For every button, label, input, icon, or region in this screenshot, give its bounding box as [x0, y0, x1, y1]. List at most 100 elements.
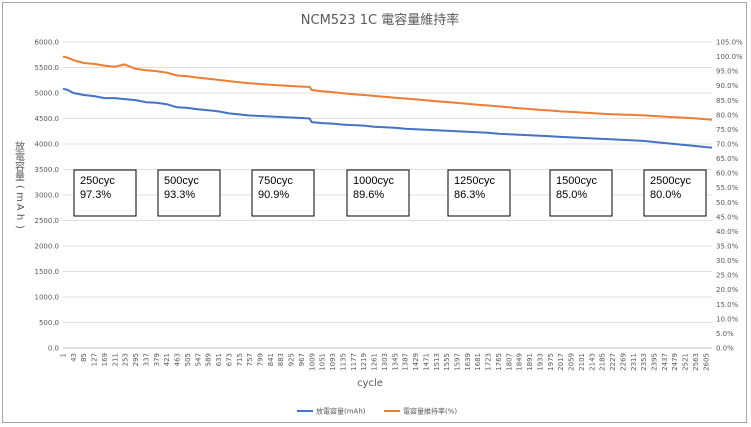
- x-tick-label: 1429: [412, 353, 420, 371]
- x-tick-label: 1723: [485, 353, 493, 371]
- annotation-value: 86.3%: [454, 189, 485, 201]
- left-tick-label: 3500.0: [35, 166, 60, 174]
- x-tick-label: 127: [91, 353, 99, 366]
- annotation-value: 85.0%: [556, 189, 587, 201]
- right-tick-label: 95.0%: [716, 68, 739, 76]
- left-tick-label: 3000.0: [35, 192, 60, 200]
- legend-label: 放電容量(mAh): [316, 407, 366, 416]
- x-tick-label: 2017: [557, 353, 565, 371]
- x-tick-label: 253: [122, 353, 130, 366]
- x-tick-label: 1471: [422, 353, 430, 371]
- left-tick-label: 500.0: [39, 319, 59, 327]
- x-tick-label: 1219: [360, 353, 368, 371]
- right-tick-label: 10.0%: [716, 315, 739, 323]
- x-tick-label: 1345: [391, 353, 399, 371]
- x-tick-label: 715: [236, 353, 244, 366]
- x-tick-label: 1807: [505, 353, 513, 371]
- right-tick-label: 45.0%: [716, 213, 739, 221]
- right-tick-label: 40.0%: [716, 228, 739, 236]
- x-tick-label: 1135: [339, 353, 347, 371]
- series-line-1: [62, 55, 713, 121]
- series-line-0: [62, 87, 713, 149]
- x-tick-label: 379: [153, 353, 161, 366]
- annotation-value: 97.3%: [80, 189, 111, 201]
- x-tick-label: 1387: [402, 353, 410, 371]
- x-tick-label: 883: [277, 353, 285, 366]
- x-tick-label: 2185: [599, 353, 607, 371]
- right-tick-label: 65.0%: [716, 155, 739, 163]
- x-tick-label: 1975: [547, 353, 555, 371]
- legend-entry: 放電容量(mAh): [297, 407, 366, 416]
- annotation-border: [643, 169, 707, 217]
- y-axis-label-char: (: [14, 185, 25, 189]
- right-tick-label: 100.0%: [716, 53, 743, 61]
- x-tick-label: 2395: [650, 353, 658, 371]
- x-tick-label: 757: [246, 353, 254, 366]
- y-axis-label-char: 電: [15, 151, 25, 163]
- x-tick-label: 1177: [350, 353, 358, 371]
- x-tick-label: 1765: [495, 353, 503, 371]
- left-tick-label: 5500.0: [35, 64, 60, 72]
- annotation-boxes: 250cyc 97.3% 500cyc 93.3% 750cyc 90.9% 1000cyc…: [73, 169, 707, 217]
- x-tick-label: 2353: [640, 353, 648, 371]
- right-tick-label: 15.0%: [716, 301, 739, 309]
- right-tick-label: 70.0%: [716, 141, 739, 149]
- x-tick-label: 421: [163, 353, 171, 366]
- annotation-border: [549, 169, 613, 217]
- x-tick-label: 2437: [661, 353, 669, 371]
- left-tick-label: 4500.0: [35, 115, 60, 123]
- annotation-value: 80.0%: [650, 189, 681, 201]
- right-tick-label: 80.0%: [716, 111, 739, 119]
- right-axis-ticks: 0.0% 5.0% 10.0% 15.0% 20.0% 25.0% 30.0% 35.0% 40…: [716, 39, 743, 353]
- annotation-cycle: 2500cyc: [650, 175, 691, 187]
- right-tick-label: 0.0%: [716, 345, 734, 353]
- right-tick-label: 35.0%: [716, 243, 739, 251]
- right-tick-label: 30.0%: [716, 257, 739, 265]
- x-tick-label: 295: [132, 353, 140, 366]
- x-tick-label: 2101: [578, 353, 586, 371]
- x-axis-label: cycle: [357, 378, 383, 389]
- annotation-box: 500cyc 93.3%: [157, 169, 221, 217]
- right-tick-label: 25.0%: [716, 272, 739, 280]
- annotation-border: [157, 169, 221, 217]
- x-tick-label: 841: [267, 353, 275, 366]
- legend-entry: 電容量維持率(%): [384, 407, 457, 416]
- x-tick-label: 169: [101, 353, 109, 366]
- chart-title: NCM523 1C 電容量維持率: [301, 12, 459, 28]
- left-tick-label: 0.0: [48, 345, 59, 353]
- right-tick-label: 5.0%: [716, 330, 734, 338]
- x-tick-label: 1093: [329, 353, 337, 371]
- x-tick-label: 2059: [568, 353, 576, 371]
- annotation-cycle: 500cyc: [164, 175, 199, 187]
- x-tick-label: 1261: [371, 353, 379, 371]
- series-lines: [62, 55, 713, 149]
- y-axis-label-char: m: [14, 192, 25, 202]
- x-tick-label: 2269: [619, 353, 627, 371]
- annotation-value: 89.6%: [353, 189, 384, 201]
- annotation-cycle: 1250cyc: [454, 175, 495, 187]
- x-tick-label: 631: [215, 353, 223, 366]
- legend: 放電容量(mAh) 電容量維持率(%): [297, 407, 457, 416]
- x-tick-label: 1681: [474, 353, 482, 371]
- annotation-box: 1000cyc 89.6%: [346, 169, 410, 217]
- x-tick-label: 799: [256, 353, 264, 366]
- x-tick-label: 337: [142, 353, 150, 366]
- annotation-box: 2500cyc 80.0%: [643, 169, 707, 217]
- x-tick-label: 1639: [464, 353, 472, 371]
- left-tick-label: 1500.0: [35, 268, 60, 276]
- x-axis-ticks: 1 43 85 127 169 211 253 295 337 379 421 463 505 547 58…: [60, 353, 711, 371]
- annotation-cycle: 750cyc: [258, 175, 293, 187]
- x-tick-label: 505: [184, 353, 192, 366]
- left-tick-label: 6000.0: [35, 39, 60, 47]
- x-tick-label: 1303: [381, 353, 389, 371]
- y-axis-label-left: 放電容量 (mAh): [14, 140, 25, 229]
- annotation-value: 93.3%: [164, 189, 195, 201]
- annotation-border: [447, 169, 511, 217]
- left-tick-label: 1000.0: [35, 294, 60, 302]
- annotation-border: [251, 169, 315, 217]
- x-tick-label: 2311: [630, 353, 638, 371]
- x-tick-label: 2143: [588, 353, 596, 371]
- right-tick-label: 20.0%: [716, 286, 739, 294]
- x-tick-label: 211: [111, 353, 119, 366]
